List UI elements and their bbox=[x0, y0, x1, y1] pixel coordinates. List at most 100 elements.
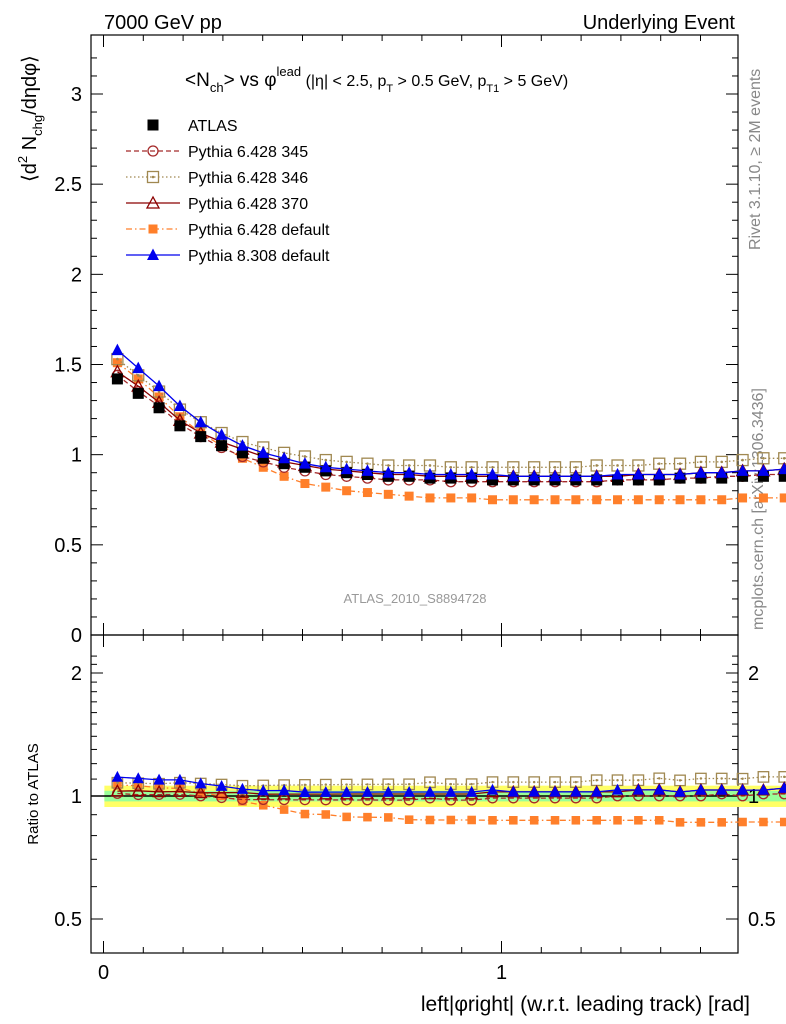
series-2-ratio-point-dot bbox=[303, 783, 307, 787]
series-5-point bbox=[590, 469, 603, 482]
series-5-point bbox=[486, 468, 499, 480]
series-4-ratio-point bbox=[425, 815, 435, 825]
series-5-ratio-point bbox=[736, 783, 749, 795]
series-1-ratio-point bbox=[237, 794, 248, 805]
main-series bbox=[110, 343, 786, 505]
series-4-ratio-point bbox=[654, 816, 664, 825]
series-0-point bbox=[612, 474, 624, 486]
series-4-point bbox=[446, 493, 456, 503]
series-2-ratio-point-dot bbox=[595, 778, 598, 782]
series-5-ratio-line bbox=[117, 776, 786, 793]
series-2-ratio-point-dot bbox=[762, 775, 765, 779]
series-2-ratio-point-box bbox=[757, 771, 770, 783]
series-5-point bbox=[465, 468, 478, 480]
legend-label-2: Pythia 6.428 346 bbox=[188, 170, 308, 187]
series-0-point bbox=[695, 472, 707, 484]
y-tick-label: 1.5 bbox=[54, 355, 82, 377]
series-2-point-dot bbox=[762, 456, 765, 460]
series-4-ratio-point bbox=[342, 812, 351, 822]
legend-label-0: ATLAS bbox=[188, 118, 238, 135]
series-4-ratio-point bbox=[717, 818, 726, 827]
series-4-ratio-point bbox=[488, 816, 497, 825]
series-0-point bbox=[257, 452, 269, 464]
series-5-ratio-point bbox=[340, 785, 353, 797]
series-5-line bbox=[116, 349, 786, 477]
series-2-ratio-point-dot bbox=[324, 783, 328, 786]
series-4-point bbox=[112, 358, 122, 368]
x-tick-label: 1 bbox=[496, 962, 507, 984]
series-4-point bbox=[550, 495, 560, 505]
legend-label-4: Pythia 6.428 default bbox=[188, 222, 330, 239]
series-5-ratio-point bbox=[695, 783, 707, 795]
series-2-point-dot bbox=[699, 460, 703, 464]
y-tick-label: 3 bbox=[71, 84, 82, 106]
series-4-ratio-point bbox=[446, 815, 456, 825]
series-4-ratio-point bbox=[675, 818, 685, 827]
series-4-point bbox=[175, 412, 185, 422]
series-2-ratio-point-dot bbox=[387, 783, 390, 786]
series-5-ratio-point bbox=[445, 785, 457, 797]
series-4-ratio-point bbox=[154, 783, 164, 793]
series-2-point-dot bbox=[303, 455, 307, 458]
series-5-point bbox=[298, 457, 311, 469]
series-2-point-dot bbox=[366, 462, 369, 465]
series-4-ratio-point bbox=[779, 817, 786, 827]
series-2-ratio-point-dot bbox=[657, 777, 661, 780]
series-2-point-dot bbox=[532, 465, 536, 469]
legend-label-1: Pythia 6.428 345 bbox=[188, 144, 308, 161]
series-2-ratio-point-dot bbox=[407, 783, 411, 786]
series-4-ratio-point bbox=[613, 816, 622, 825]
series-2-ratio-point-dot bbox=[366, 783, 369, 786]
series-2-point-dot bbox=[616, 464, 619, 467]
series-5-ratio-point bbox=[195, 777, 207, 789]
series-4-point bbox=[300, 479, 310, 489]
series-2-point-dot bbox=[553, 465, 557, 469]
series-2-line bbox=[117, 358, 786, 468]
series-4-ratio-point bbox=[279, 805, 289, 814]
series-2-point-dot bbox=[657, 462, 661, 465]
series-5-point bbox=[111, 343, 124, 356]
series-4-ratio-point bbox=[258, 801, 268, 810]
series-5-point bbox=[278, 451, 291, 464]
series-5-ratio-point bbox=[549, 785, 561, 797]
series-5-point bbox=[132, 361, 145, 374]
series-4-point bbox=[321, 482, 331, 492]
series-0-point bbox=[236, 447, 248, 459]
series-2-point-dot bbox=[741, 458, 744, 462]
series-2-ratio-point-dot bbox=[616, 778, 619, 782]
series-4-point bbox=[342, 486, 352, 496]
series-4-ratio-point bbox=[300, 809, 310, 819]
series-5-ratio-point bbox=[591, 785, 603, 797]
series-0-point bbox=[111, 373, 123, 385]
series-4-ratio-point bbox=[529, 816, 539, 825]
series-5-point bbox=[153, 379, 166, 392]
series-4-ratio-point bbox=[321, 810, 331, 819]
series-5-point bbox=[236, 439, 249, 451]
main-title: <Nch> vs φlead (|η| < 2.5, pT > 0.5 GeV,… bbox=[185, 64, 568, 95]
series-5-ratio-point bbox=[778, 781, 786, 793]
series-5-point bbox=[653, 468, 666, 480]
series-5-point bbox=[569, 469, 582, 482]
series-4-ratio-point bbox=[634, 816, 643, 825]
series-2-point-dot bbox=[449, 465, 453, 469]
series-4-point bbox=[717, 495, 727, 505]
series-0-point bbox=[153, 402, 165, 414]
series-5-point bbox=[528, 469, 541, 482]
series-2-ratio-line bbox=[117, 776, 786, 787]
series-2-ratio-point bbox=[757, 771, 770, 783]
series-5-ratio-point bbox=[215, 779, 228, 791]
series-2-point-dot bbox=[491, 465, 494, 469]
series-4-point bbox=[654, 495, 664, 505]
series-5-ratio-point bbox=[174, 773, 186, 785]
legend-marker-2-dot bbox=[151, 175, 155, 179]
legend: ATLAS Pythia 6.428 345 Pythia 6.428 346 Pyt… bbox=[126, 118, 330, 265]
series-2-ratio-point-dot bbox=[449, 782, 453, 786]
series-5-point bbox=[507, 469, 520, 482]
legend-label-3: Pythia 6.428 370 bbox=[188, 196, 308, 213]
ratio-series bbox=[110, 770, 786, 827]
ratio-y-tick-label: 0.5 bbox=[54, 909, 82, 931]
series-2-ratio-point-dot bbox=[428, 781, 432, 784]
legend-marker-2-box bbox=[146, 170, 160, 184]
series-2-point-dot bbox=[116, 357, 119, 361]
series-2-ratio-point-dot bbox=[532, 780, 536, 784]
